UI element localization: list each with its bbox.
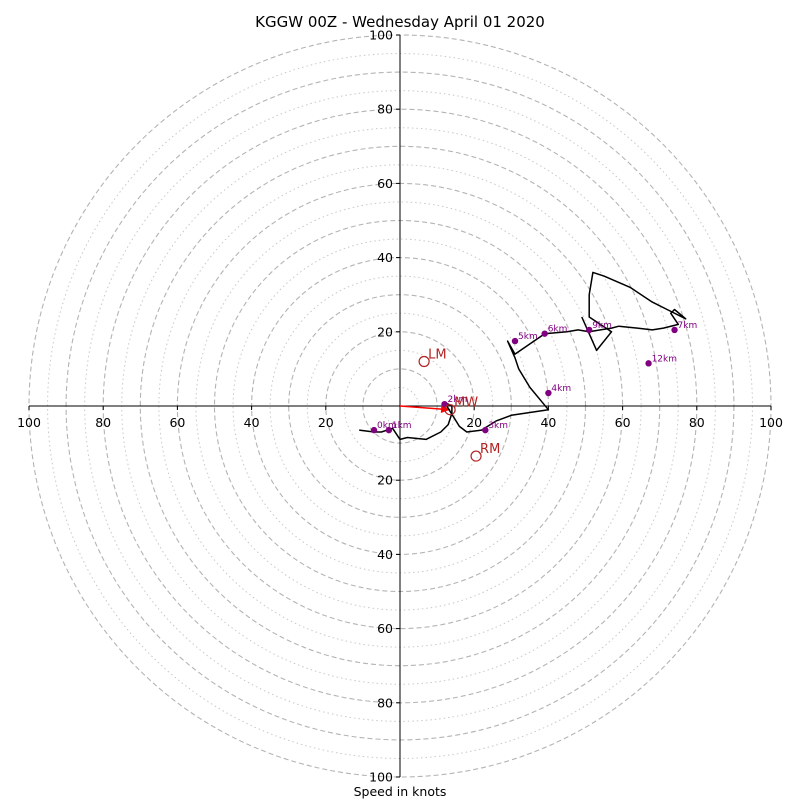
x-tick-label: 20 (466, 415, 482, 430)
storm-motion-markers: LM RM MW (418, 347, 500, 462)
y-tick-label: 100 (369, 28, 393, 43)
height-marker-label: 5km (518, 332, 538, 342)
height-marker-label: 1km (392, 421, 412, 431)
height-marker-dot (586, 326, 593, 334)
hodograph-line (359, 271, 687, 441)
x-tick-label: 100 (759, 415, 783, 430)
y-tick-label: 80 (377, 695, 393, 710)
y-tick-label: 60 (377, 621, 393, 636)
height-marker-label: 2km (448, 395, 468, 405)
height-marker-dot (541, 330, 548, 337)
y-tick-label: 40 (377, 250, 393, 265)
height-marker-label: 6km (548, 325, 568, 335)
height-marker-dot (482, 426, 489, 434)
height-marker-dot (645, 360, 652, 367)
height-marker-dot (511, 337, 519, 345)
x-tick-label: 80 (689, 415, 705, 430)
height-marker-label: 0km (377, 421, 397, 431)
height-marker-dot (671, 326, 678, 334)
y-tick-label: 60 (377, 176, 393, 191)
y-tick-label: 80 (377, 102, 393, 117)
x-tick-label: 100 (17, 415, 41, 430)
y-tick-label: 100 (369, 770, 393, 785)
height-marker-dot (385, 426, 393, 434)
x-tick-label: 60 (169, 415, 185, 430)
height-marker-dot (370, 426, 378, 434)
storm-motion-label: MW (454, 396, 478, 411)
height-marker-label: 3km (488, 421, 508, 431)
x-axis-label: Speed in knots (354, 784, 447, 799)
height-marker-label: 9km (592, 321, 612, 331)
y-tick-label: 20 (377, 324, 393, 339)
x-tick-label: 60 (615, 415, 631, 430)
hodograph-trace (359, 271, 687, 441)
x-tick-label: 40 (540, 415, 556, 430)
chart-title: KGGW 00Z - Wednesday April 01 2020 (255, 13, 545, 31)
storm-motion-marker (444, 404, 456, 416)
x-tick-label: 20 (318, 415, 334, 430)
height-marker-dot (545, 389, 552, 397)
height-marker-label: 4km (551, 384, 571, 394)
storm-motion-label: LM (428, 347, 446, 362)
height-marker-dot (441, 400, 448, 408)
storm-motion-marker (418, 355, 430, 368)
storm-motion-marker (470, 450, 482, 462)
y-tick-label: 20 (377, 473, 393, 488)
storm-motion-label: RM (480, 442, 500, 457)
tick-labels: 100 80 60 40 20 20 40 60 80 100 100 80 60 40 20 20 40 60 8… (17, 28, 783, 785)
y-tick-label: 40 (377, 547, 393, 562)
height-marker-label: 12km (652, 354, 677, 364)
x-tick-label: 80 (95, 415, 111, 430)
height-marker-label: 7km (678, 321, 698, 331)
x-tick-label: 40 (244, 415, 260, 430)
